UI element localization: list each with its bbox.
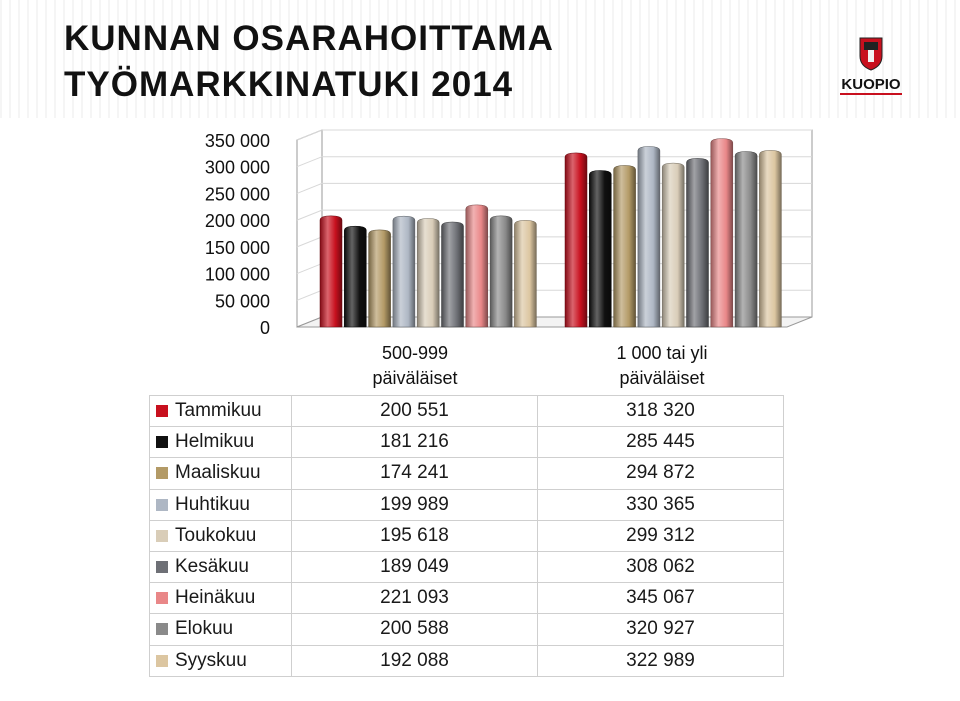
y-tick-label: 350 000 [205, 131, 270, 151]
bar-elokuu-2 [734, 151, 758, 328]
legend-swatch [156, 436, 168, 449]
table-row: Huhtikuu 199 989 330 365 [149, 488, 784, 521]
category-label: 500-999 [382, 343, 448, 363]
category-label: päiväläiset [619, 368, 704, 388]
y-axis-ticks: 0 50 000 100 000 150 000 200 000 250 000 300 0… [205, 131, 270, 338]
legend-label: Elokuu [175, 618, 234, 640]
legend-swatch [156, 623, 168, 636]
kuopio-logo: KUOPIO [840, 37, 902, 95]
bar-elokuu-1 [489, 215, 513, 328]
logo-text: KUOPIO [841, 76, 901, 93]
data-label: 345 067 [537, 582, 784, 615]
data-label: 174 241 [291, 457, 538, 490]
legend-label: Maaliskuu [175, 462, 261, 484]
legend-entry: Kesäkuu [149, 550, 292, 584]
legend-entry: Huhtikuu [149, 488, 292, 521]
gridline [296, 129, 812, 141]
legend-entry: Syyskuu [149, 644, 292, 677]
legend-label: Toukokuu [175, 524, 257, 546]
bar-tammikuu-2 [564, 152, 588, 328]
data-label: 200 551 [291, 394, 538, 428]
table-row: Helmikuu 181 216 285 445 [149, 426, 784, 459]
legend-swatch [156, 592, 168, 605]
legend-entry: Toukokuu [149, 519, 292, 552]
header-background [0, 0, 960, 118]
y-tick-label: 300 000 [205, 158, 270, 178]
table-row: Elokuu 200 588 320 927 [149, 613, 784, 646]
data-label: 189 049 [291, 550, 538, 584]
bar-heinäkuu-1 [465, 204, 489, 328]
bar-maaliskuu-2 [613, 165, 636, 328]
side-wall [296, 129, 323, 328]
legend-label: Syyskuu [175, 649, 247, 671]
legend-label: Huhtikuu [175, 493, 250, 515]
legend-entry: Heinäkuu [149, 582, 292, 615]
bar-maaliskuu-1 [368, 229, 391, 328]
data-label: 299 312 [537, 519, 784, 552]
legend-label: Kesäkuu [175, 556, 249, 578]
table-row: Heinäkuu 221 093 345 067 [149, 582, 784, 615]
page-title: KUNNAN OSARAHOITTAMA TYÖMARKKINATUKI 201… [64, 16, 554, 108]
data-label: 318 320 [537, 394, 784, 428]
bar-huhtikuu-1 [392, 215, 416, 328]
table-row: Kesäkuu 189 049 308 062 [149, 550, 784, 584]
bar-toukokuu-2 [661, 162, 685, 328]
y-tick-label: 50 000 [215, 291, 270, 311]
y-tick-label: 150 000 [205, 238, 270, 258]
table-row: Tammikuu 200 551 318 320 [149, 394, 784, 428]
y-tick-label: 200 000 [205, 211, 270, 231]
y-tick-label: 100 000 [205, 265, 270, 285]
data-label: 308 062 [537, 550, 784, 584]
data-label: 221 093 [291, 582, 538, 615]
legend-entry: Tammikuu [149, 394, 292, 428]
category-label: 1 000 tai yli [616, 343, 707, 363]
category-labels: 500-999 päiväläiset 1 000 tai yli päiväläis… [372, 343, 707, 388]
legend-entry: Elokuu [149, 613, 292, 646]
bar-helmikuu-2 [589, 170, 612, 328]
title-line-2: TYÖMARKKINATUKI 2014 [64, 65, 514, 104]
data-label: 320 927 [537, 613, 784, 646]
bar-huhtikuu-2 [637, 146, 661, 328]
table-row: Syyskuu 192 088 322 989 [149, 644, 784, 677]
legend-label: Helmikuu [175, 431, 255, 453]
legend-swatch [156, 405, 168, 418]
coat-of-arms-icon [859, 37, 883, 71]
bar-helmikuu-1 [344, 225, 367, 328]
legend-swatch [156, 467, 168, 480]
data-label: 199 989 [291, 488, 538, 521]
legend-swatch [156, 498, 168, 511]
bar-syyskuu-1 [514, 220, 537, 328]
bar-chart: 0 50 000 100 000 150 000 200 000 250 000 300 0… [205, 129, 813, 388]
bar-series [319, 138, 782, 328]
data-table: Tammikuu 200 551 318 320 Helmikuu 181 216 285… [149, 394, 784, 677]
bar-heinäkuu-2 [710, 138, 734, 328]
legend-swatch [156, 529, 168, 542]
title-line-1: KUNNAN OSARAHOITTAMA [64, 19, 554, 58]
legend-entry: Helmikuu [149, 426, 292, 459]
legend-label: Tammikuu [175, 400, 262, 422]
data-label: 330 365 [537, 488, 784, 521]
y-tick-label: 0 [260, 318, 270, 338]
data-label: 195 618 [291, 519, 538, 552]
table-row: Maaliskuu 174 241 294 872 [149, 457, 784, 490]
table-row: Toukokuu 195 618 299 312 [149, 519, 784, 552]
bar-kesäkuu-1 [441, 221, 464, 328]
y-tick-label: 250 000 [205, 184, 270, 204]
bar-tammikuu-1 [319, 215, 343, 328]
category-label: päiväläiset [372, 368, 457, 388]
data-label: 192 088 [291, 644, 538, 677]
data-label: 181 216 [291, 426, 538, 459]
data-label: 285 445 [537, 426, 784, 459]
data-label: 294 872 [537, 457, 784, 490]
data-label: 322 989 [537, 644, 784, 677]
legend-swatch [156, 561, 168, 574]
legend-swatch [156, 654, 168, 667]
legend-entry: Maaliskuu [149, 457, 292, 490]
legend-label: Heinäkuu [175, 587, 256, 609]
data-label: 200 588 [291, 613, 538, 646]
bar-toukokuu-1 [416, 218, 440, 328]
bar-kesäkuu-2 [686, 158, 709, 328]
bar-syyskuu-2 [759, 150, 782, 328]
